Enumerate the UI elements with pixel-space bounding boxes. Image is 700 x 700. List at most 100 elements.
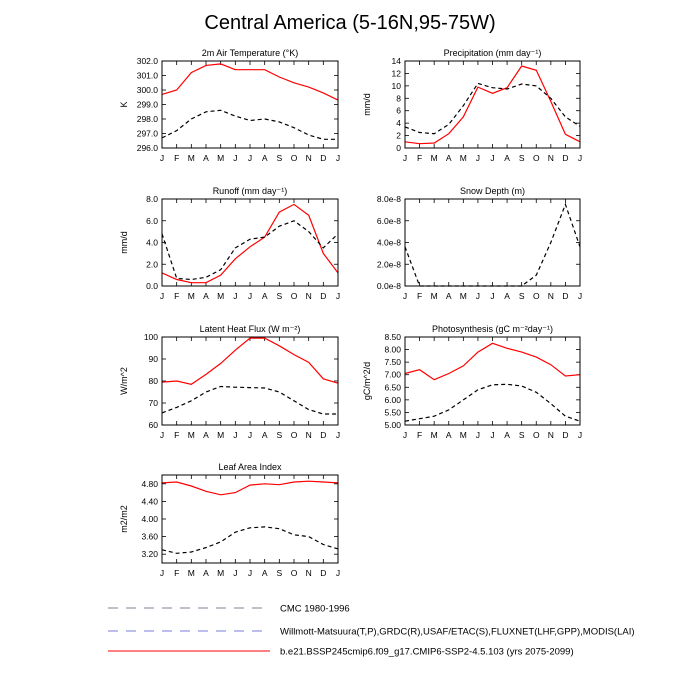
x-tick-label: J xyxy=(476,430,480,440)
x-tick-label: F xyxy=(417,153,422,163)
x-tick-label: J xyxy=(336,153,340,163)
y-tick-label: 2.0e-8 xyxy=(377,259,401,269)
x-tick-label: J xyxy=(160,568,164,578)
x-tick-label: O xyxy=(291,153,298,163)
y-tick-label: 6.50 xyxy=(384,382,401,392)
x-tick-label: J xyxy=(476,153,480,163)
x-tick-label: J xyxy=(403,291,407,301)
panel-title: Runoff (mm day⁻¹) xyxy=(213,186,288,196)
x-tick-label: S xyxy=(276,568,282,578)
y-tick-label: 4.80 xyxy=(141,479,158,489)
y-tick-label: 8 xyxy=(396,93,401,103)
x-tick-label: J xyxy=(160,153,164,163)
x-tick-label: O xyxy=(533,153,540,163)
model-series-line xyxy=(161,337,339,385)
y-tick-label: 90 xyxy=(149,354,159,364)
x-tick-label: S xyxy=(276,153,282,163)
x-tick-label: A xyxy=(262,291,268,301)
x-tick-label: S xyxy=(519,291,525,301)
x-tick-label: S xyxy=(519,153,525,163)
x-tick-label: M xyxy=(431,153,438,163)
x-tick-label: M xyxy=(431,430,438,440)
x-tick-label: D xyxy=(562,153,568,163)
x-tick-label: M xyxy=(460,153,467,163)
y-axis-label: gC/m^2/d xyxy=(362,362,372,400)
x-tick-label: S xyxy=(276,291,282,301)
x-tick-label: M xyxy=(188,291,195,301)
x-tick-label: J xyxy=(233,430,237,440)
x-tick-label: A xyxy=(203,291,209,301)
x-tick-label: O xyxy=(291,291,298,301)
y-tick-label: 8.0 xyxy=(146,194,158,204)
y-tick-label: 4.00 xyxy=(141,514,158,524)
x-tick-label: J xyxy=(160,291,164,301)
x-tick-label: M xyxy=(460,430,467,440)
x-tick-label: J xyxy=(336,568,340,578)
y-tick-label: 80 xyxy=(149,376,159,386)
y-tick-label: 6.0 xyxy=(146,216,158,226)
y-tick-label: 5.50 xyxy=(384,407,401,417)
y-tick-label: 0.0e-8 xyxy=(377,281,401,291)
x-tick-label: M xyxy=(217,568,224,578)
plot-frame xyxy=(161,60,339,149)
y-tick-label: 8.0e-8 xyxy=(377,194,401,204)
y-tick-label: 0.0 xyxy=(146,281,158,291)
panel-title: Leaf Area Index xyxy=(218,462,282,472)
y-tick-label: 298.0 xyxy=(137,114,159,124)
x-tick-label: A xyxy=(446,291,452,301)
y-tick-label: 301.0 xyxy=(137,71,159,81)
legend-label: Willmott-Matsuura(T,P),GRDC(R),USAF/ETAC… xyxy=(280,627,635,638)
obs-series-line xyxy=(161,385,338,415)
x-tick-label: F xyxy=(417,291,422,301)
x-tick-label: J xyxy=(336,291,340,301)
x-tick-label: N xyxy=(306,291,312,301)
x-tick-label: A xyxy=(504,430,510,440)
x-tick-label: A xyxy=(504,153,510,163)
x-tick-label: M xyxy=(188,153,195,163)
panel-title: Latent Heat Flux (W m⁻²) xyxy=(200,324,301,334)
y-tick-label: 300.0 xyxy=(137,85,159,95)
x-tick-label: M xyxy=(188,568,195,578)
x-tick-label: J xyxy=(578,430,582,440)
y-tick-label: 60 xyxy=(149,420,159,430)
x-tick-label: J xyxy=(490,291,494,301)
obs-series-line xyxy=(404,82,581,135)
x-tick-label: D xyxy=(320,153,326,163)
x-tick-label: N xyxy=(306,568,312,578)
y-axis-label: K xyxy=(119,101,129,107)
x-tick-label: O xyxy=(291,430,298,440)
x-tick-label: D xyxy=(320,430,326,440)
x-tick-label: J xyxy=(233,568,237,578)
y-tick-label: 6.0e-8 xyxy=(377,216,401,226)
x-tick-label: F xyxy=(174,568,179,578)
y-tick-label: 6.00 xyxy=(384,395,401,405)
legend-label: CMC 1980-1996 xyxy=(280,604,350,615)
x-tick-label: J xyxy=(233,153,237,163)
y-tick-label: 4.0e-8 xyxy=(377,238,401,248)
x-tick-label: J xyxy=(336,430,340,440)
x-tick-label: J xyxy=(403,153,407,163)
model-series-line xyxy=(161,480,339,496)
y-tick-label: 3.20 xyxy=(141,549,158,559)
x-tick-label: O xyxy=(533,430,540,440)
x-tick-label: A xyxy=(262,430,268,440)
obs-series-line xyxy=(404,202,581,287)
x-tick-label: J xyxy=(578,153,582,163)
x-tick-label: A xyxy=(203,568,209,578)
x-tick-label: J xyxy=(490,430,494,440)
x-tick-label: J xyxy=(233,291,237,301)
y-tick-label: 7.50 xyxy=(384,357,401,367)
x-tick-label: N xyxy=(306,430,312,440)
y-tick-label: 2 xyxy=(396,131,401,141)
y-axis-label: mm/d xyxy=(362,93,372,116)
plot-frame xyxy=(161,336,339,426)
plot-frame xyxy=(161,474,339,564)
y-tick-label: 297.0 xyxy=(137,129,159,139)
y-tick-label: 6 xyxy=(396,106,401,116)
y-tick-label: 5.00 xyxy=(384,420,401,430)
x-tick-label: F xyxy=(417,430,422,440)
y-tick-label: 10 xyxy=(392,81,402,91)
x-tick-label: N xyxy=(548,430,554,440)
y-tick-label: 8.50 xyxy=(384,332,401,342)
x-tick-label: A xyxy=(262,153,268,163)
